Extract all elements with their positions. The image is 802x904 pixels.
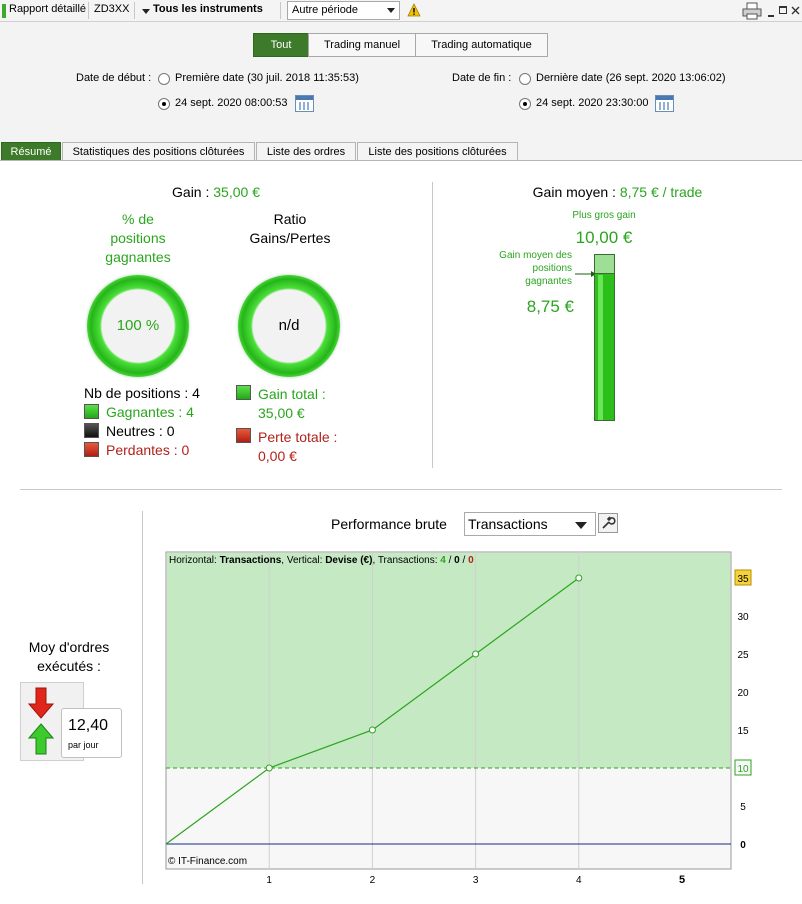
- neutral-count: Neutres : 0: [106, 423, 175, 439]
- minimize-icon[interactable]: [768, 15, 774, 17]
- mode-button-auto[interactable]: Trading automatique: [415, 33, 548, 57]
- x-tick-label: 3: [473, 875, 479, 886]
- end-custom-radio[interactable]: [519, 98, 531, 110]
- pct-title: % de positions gagnantes: [105, 211, 171, 265]
- end-calendar-icon[interactable]: [655, 95, 674, 112]
- y-tick-label: 0: [740, 840, 746, 851]
- start-date-label: Date de début :: [76, 72, 152, 84]
- neutral-legend-icon: [84, 423, 99, 438]
- copyright-label: © IT-Finance.com: [168, 856, 247, 867]
- arrow-down-icon: [28, 687, 54, 719]
- warning-icon[interactable]: [407, 3, 421, 17]
- data-point: [368, 726, 376, 734]
- y-tick-label: 30: [737, 612, 749, 623]
- y-tick-label: 25: [737, 650, 749, 661]
- avg-gain-label: Gain moyen :: [532, 184, 616, 200]
- start-custom-radio[interactable]: [158, 98, 170, 110]
- orders-value: 12,40: [68, 717, 109, 734]
- x-tick-label: 4: [576, 875, 582, 886]
- toolbar: Rapport détaillé ZD3XX Tous les instrume…: [0, 0, 802, 22]
- gain-bar-highlight: [598, 275, 603, 420]
- x-tick-label: 2: [370, 875, 376, 886]
- y-tick-label: 15: [737, 726, 749, 737]
- maximize-icon[interactable]: [779, 6, 787, 14]
- printer-icon[interactable]: [742, 2, 762, 20]
- chevron-down-icon[interactable]: [142, 9, 150, 14]
- end-custom-value[interactable]: 24 sept. 2020 23:30:00: [536, 97, 649, 109]
- pct-winning-gauge: 100 %: [87, 275, 189, 377]
- orders-title: Moy d'ordres exécutés :: [28, 639, 110, 674]
- data-point: [265, 764, 273, 772]
- tab-statistiques[interactable]: Statistiques des positions clôturées: [62, 142, 255, 161]
- max-value-badge: [734, 569, 752, 586]
- avg-winning-label: Gain moyen des positions gagnantes: [499, 250, 572, 287]
- max-gain-value: 10,00 €: [575, 228, 633, 247]
- gain-total: Gain total : 35,00 €: [258, 386, 326, 421]
- report-button[interactable]: Rapport détaillé: [9, 3, 87, 15]
- close-icon[interactable]: [791, 6, 800, 15]
- green-bar-icon: [2, 4, 6, 18]
- y-tick-label: 10: [737, 764, 749, 775]
- x-tick-label: 5: [679, 874, 685, 886]
- start-calendar-icon[interactable]: [295, 95, 314, 112]
- gain-summary: Gain : 35,00 €: [0, 184, 432, 200]
- period-select-value: Autre période: [292, 4, 359, 16]
- gain-bar-top: [595, 255, 614, 274]
- ratio-gauge: n/d: [238, 275, 340, 377]
- data-point: [472, 650, 480, 658]
- account-label[interactable]: ZD3XX: [94, 3, 130, 15]
- performance-title: Performance brute: [331, 516, 447, 532]
- end-last-label[interactable]: Dernière date (26 sept. 2020 13:06:02): [536, 72, 726, 84]
- gain-total-icon: [236, 385, 251, 400]
- nb-positions: Nb de positions : 4: [84, 385, 200, 401]
- ratio-title: Ratio Gains/Pertes: [249, 211, 331, 246]
- ratio-value: n/d: [278, 317, 300, 334]
- avg-gain-value: 8,75 € / trade: [619, 184, 703, 200]
- winning-count: Gagnantes : 4: [106, 404, 194, 420]
- gain-value: 35,00 €: [213, 184, 260, 200]
- performance-select[interactable]: Transactions: [464, 512, 596, 536]
- tab-resume[interactable]: Résumé: [1, 142, 61, 161]
- losing-count: Perdantes : 0: [106, 442, 190, 458]
- y-tick-label: 35: [737, 574, 749, 585]
- perte-totale: Perte totale : 0,00 €: [258, 429, 338, 464]
- perte-totale-icon: [236, 428, 251, 443]
- chart-info: Horizontal: Transactions, Vertical: Devi…: [169, 555, 474, 566]
- end-last-radio[interactable]: [519, 73, 531, 85]
- data-point: [575, 574, 583, 582]
- x-tick-label: 1: [266, 875, 272, 886]
- y-tick-label: 20: [737, 688, 749, 699]
- end-date-label: Date de fin :: [452, 72, 512, 84]
- gain-label: Gain :: [172, 184, 210, 200]
- mode-button-manual[interactable]: Trading manuel: [308, 33, 416, 57]
- performance-select-value: Transactions: [468, 516, 548, 532]
- orders-value-box: 12,40 par jour: [61, 708, 122, 758]
- start-custom-value[interactable]: 24 sept. 2020 08:00:53: [175, 97, 288, 109]
- wrench-icon[interactable]: [598, 513, 618, 533]
- avg-winning-value: 8,75 €: [526, 297, 574, 316]
- start-first-radio[interactable]: [158, 73, 170, 85]
- orders-unit: par jour: [68, 740, 99, 750]
- losing-legend-icon: [84, 442, 99, 457]
- start-first-label[interactable]: Première date (30 juil. 2018 11:35:53): [175, 72, 359, 84]
- tab-liste-ordres[interactable]: Liste des ordres: [256, 142, 356, 161]
- period-select[interactable]: Autre période: [287, 1, 400, 20]
- y-tick-label: 5: [740, 802, 746, 813]
- arrow-right-icon: [575, 271, 596, 277]
- performance-chart: 0 5 10 15 20 25 30 35 1 2 3 4 5 Horizontal: Transacti…: [165, 551, 752, 886]
- above-average-zone: [167, 553, 730, 768]
- tab-liste-positions[interactable]: Liste des positions clôturées: [357, 142, 518, 161]
- winning-legend-icon: [84, 404, 99, 419]
- arrow-up-icon: [28, 723, 54, 755]
- instruments-dropdown[interactable]: Tous les instruments: [153, 3, 263, 15]
- avg-gain-summary: Gain moyen : 8,75 € / trade: [433, 184, 802, 200]
- avg-value-badge: [734, 759, 752, 776]
- pct-value: 100 %: [116, 317, 160, 334]
- mode-button-all[interactable]: Tout: [253, 33, 309, 57]
- max-gain-label: Plus gros gain: [572, 210, 636, 221]
